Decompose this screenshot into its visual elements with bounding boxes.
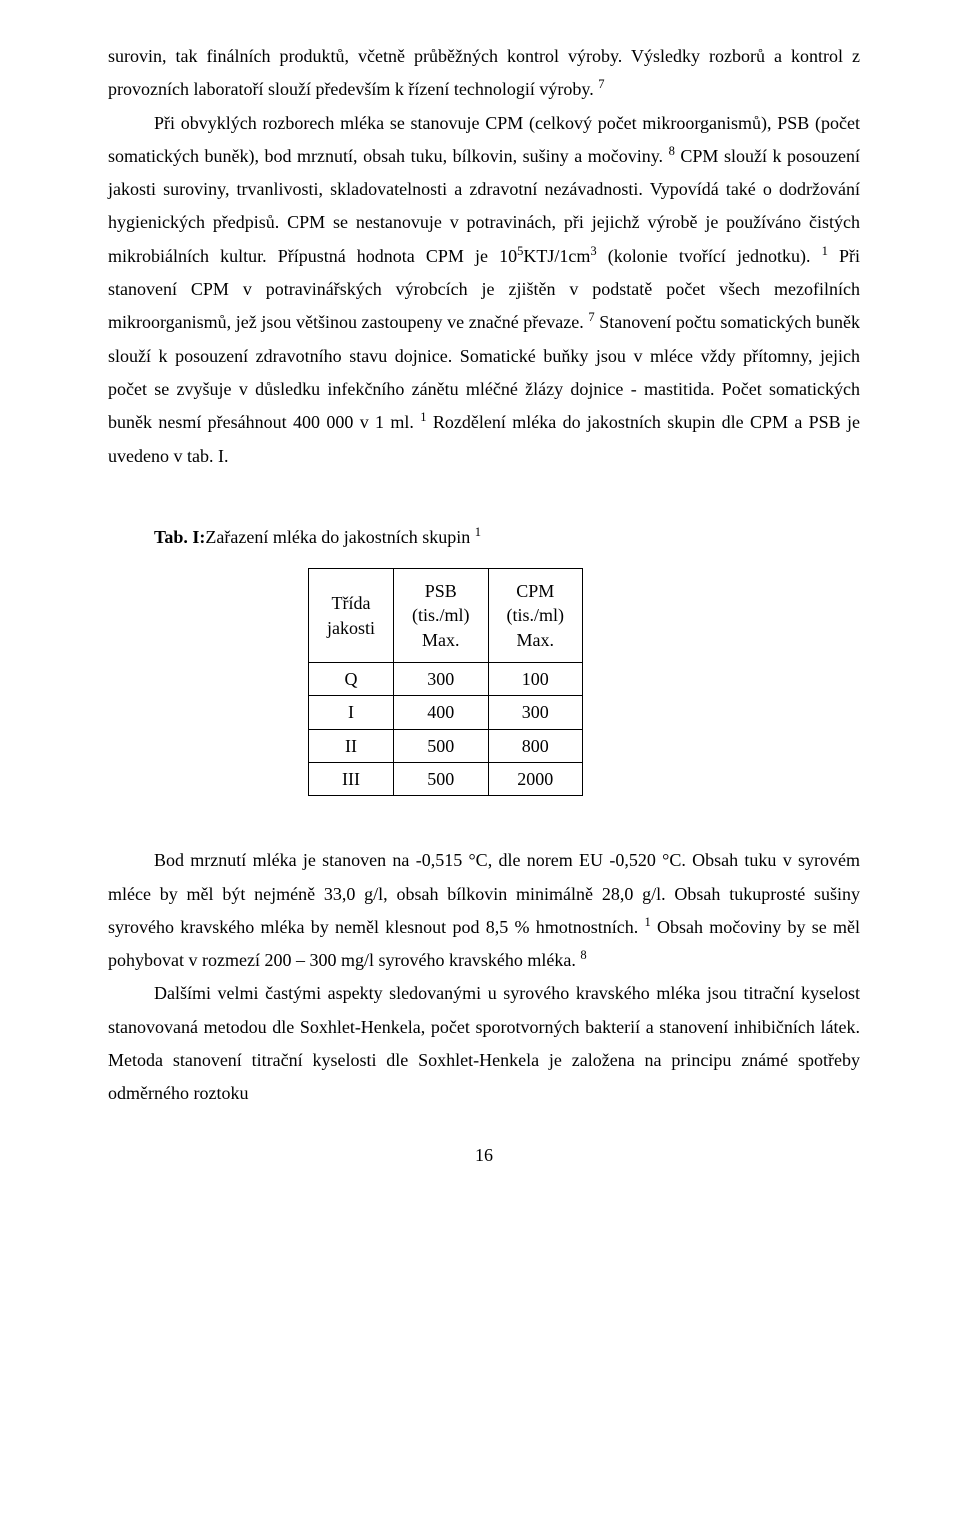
paragraph-2: Při obvyklých rozborech mléka se stanovu… (108, 107, 860, 473)
paragraph-1: surovin, tak finálních produktů, včetně … (108, 40, 860, 107)
ref-1: 1 (475, 525, 481, 539)
cell: I (309, 696, 394, 729)
text: (kolonie tvořící jednotku). (597, 246, 811, 266)
table-row: Q 300 100 (309, 663, 583, 696)
table-title: Zařazení mléka do jakostních skupin (205, 527, 474, 547)
ref-8: 8 (669, 144, 675, 158)
table-row: III 500 2000 (309, 762, 583, 795)
table-row: I 400 300 (309, 696, 583, 729)
cell: 2000 (488, 762, 583, 795)
text: Dalšími velmi častými aspekty sledovaným… (108, 983, 860, 1103)
table-row: II 500 800 (309, 729, 583, 762)
paragraph-3: Bod mrznutí mléka je stanoven na -0,515 … (108, 844, 860, 977)
cell: 800 (488, 729, 583, 762)
cell: 400 (394, 696, 489, 729)
cell: 500 (394, 729, 489, 762)
table-header-row: Třída jakosti PSB (tis./ml) Max. CPM (ti… (309, 569, 583, 663)
text: surovin, tak finálních produktů, včetně … (108, 46, 860, 99)
quality-table: Třída jakosti PSB (tis./ml) Max. CPM (ti… (308, 568, 583, 796)
table-caption: Tab. I:Zařazení mléka do jakostních skup… (108, 521, 860, 554)
cell: Q (309, 663, 394, 696)
cell: 100 (488, 663, 583, 696)
paragraph-4: Dalšími velmi častými aspekty sledovaným… (108, 977, 860, 1110)
cell: II (309, 729, 394, 762)
text: KTJ/1cm (523, 246, 590, 266)
cell: 300 (394, 663, 489, 696)
col-header-psb: PSB (tis./ml) Max. (394, 569, 489, 663)
col-header-trida: Třída jakosti (309, 569, 394, 663)
ref-1: 1 (420, 410, 426, 424)
ref-7: 7 (598, 77, 604, 91)
page-number: 16 (108, 1139, 860, 1172)
cell: 300 (488, 696, 583, 729)
ref-1: 1 (822, 244, 828, 258)
ref-1: 1 (644, 915, 650, 929)
cell: 500 (394, 762, 489, 795)
table-label: Tab. I: (154, 527, 205, 547)
ref-8: 8 (580, 948, 586, 962)
col-header-cpm: CPM (tis./ml) Max. (488, 569, 583, 663)
ref-7: 7 (588, 310, 594, 324)
cell: III (309, 762, 394, 795)
